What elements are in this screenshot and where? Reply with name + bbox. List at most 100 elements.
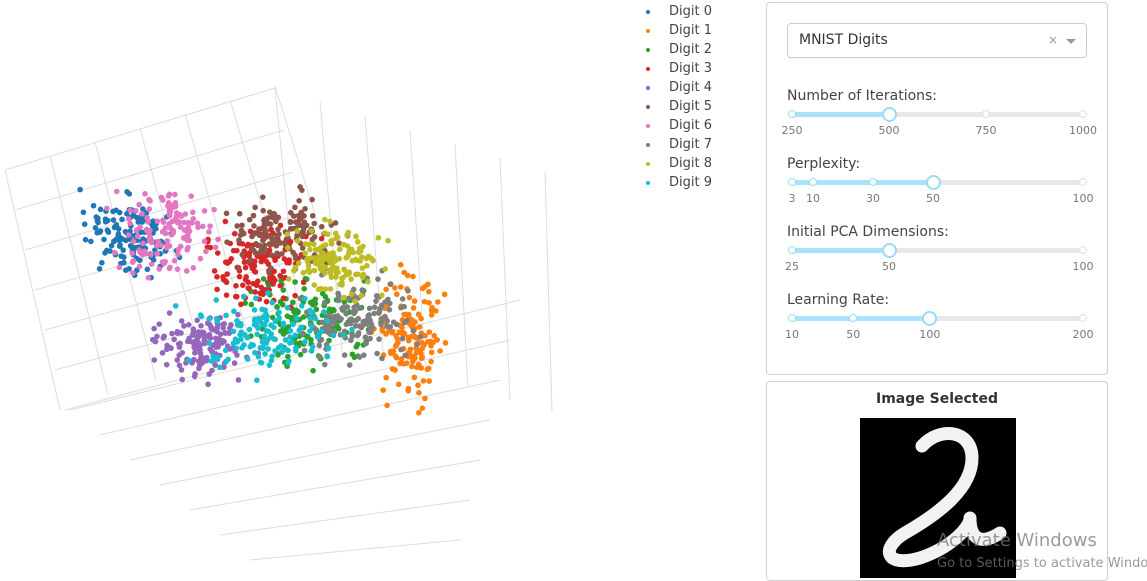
scatter-point bbox=[140, 206, 146, 212]
scatter-point bbox=[428, 358, 434, 365]
scatter-point bbox=[272, 336, 278, 343]
scatter-point bbox=[316, 253, 322, 260]
slider-track[interactable]: 3 10 30 50 100 bbox=[788, 174, 1094, 205]
scatter-point bbox=[137, 249, 144, 256]
clear-button[interactable]: × bbox=[1047, 33, 1058, 47]
scatter-point bbox=[233, 283, 239, 289]
scatter-point bbox=[353, 271, 359, 278]
scatter-point bbox=[253, 295, 259, 302]
legend-item[interactable]: Digit 8 bbox=[646, 154, 712, 173]
scatter-point bbox=[268, 233, 274, 240]
grid-line bbox=[14, 129, 285, 211]
scatter-point bbox=[120, 247, 126, 253]
scatter-point bbox=[148, 261, 155, 268]
scatter-point bbox=[414, 364, 420, 371]
scatter-point bbox=[292, 264, 299, 271]
legend-item[interactable]: Digit 4 bbox=[646, 78, 712, 97]
slider-mark-label: 100 bbox=[919, 328, 941, 341]
slider-mark-label: 50 bbox=[882, 260, 896, 273]
scatter-point bbox=[280, 287, 287, 293]
scatter-point bbox=[361, 352, 367, 358]
legend-item[interactable]: Digit 1 bbox=[646, 21, 712, 40]
grid-line bbox=[34, 213, 303, 291]
scatter-point bbox=[247, 343, 253, 350]
legend-swatch bbox=[646, 86, 650, 90]
scatter-point bbox=[277, 282, 284, 289]
scatter-point bbox=[177, 224, 184, 230]
scatter-point bbox=[280, 295, 287, 302]
scatter-point bbox=[311, 267, 318, 274]
scatter-point bbox=[405, 288, 411, 294]
legend-swatch bbox=[646, 181, 650, 185]
slider-track[interactable]: 10 50 100 200 bbox=[785, 310, 1094, 341]
grid-line bbox=[249, 539, 461, 561]
slider-mark bbox=[869, 177, 877, 186]
scatter-point bbox=[206, 371, 213, 377]
slider-mark-label: 100 bbox=[1072, 260, 1094, 273]
slider-handle[interactable] bbox=[922, 310, 938, 326]
scatter-point bbox=[411, 374, 418, 381]
legend-item[interactable]: Digit 7 bbox=[646, 135, 712, 154]
slider-handle[interactable] bbox=[881, 106, 897, 122]
scatter-point bbox=[128, 243, 135, 250]
scatter-point bbox=[422, 332, 429, 339]
scatter-point bbox=[319, 290, 326, 297]
scatter-point bbox=[310, 309, 316, 316]
legend-item[interactable]: Digit 0 bbox=[646, 2, 712, 21]
scatter-point bbox=[93, 214, 100, 220]
scatter-point bbox=[331, 266, 337, 272]
dropdown-arrow[interactable] bbox=[1066, 39, 1076, 44]
slider-handle[interactable] bbox=[925, 174, 941, 190]
scatter-point bbox=[217, 331, 224, 337]
scatter-point bbox=[349, 291, 355, 297]
scatter-point bbox=[394, 335, 400, 342]
scatter-point bbox=[154, 218, 161, 224]
scatter-point bbox=[264, 279, 271, 286]
scatter-point bbox=[328, 308, 334, 315]
scatter-3d[interactable] bbox=[0, 0, 640, 574]
scatter-point bbox=[201, 340, 208, 347]
scatter-point bbox=[224, 343, 231, 349]
dropdown-value: MNIST Digits bbox=[799, 32, 888, 48]
scatter-point bbox=[159, 350, 166, 356]
dataset-dropdown[interactable]: MNIST Digits × bbox=[787, 23, 1087, 58]
scatter-point bbox=[189, 332, 196, 338]
scatter-point bbox=[300, 330, 306, 337]
slider-mark-label: 50 bbox=[926, 192, 940, 205]
legend-item[interactable]: Digit 5 bbox=[646, 97, 712, 116]
scatter-point bbox=[162, 230, 169, 237]
scatter-point bbox=[355, 239, 361, 245]
scatter-point bbox=[307, 246, 313, 253]
scatter-point bbox=[210, 353, 216, 359]
scatter-point bbox=[189, 209, 196, 216]
legend-item[interactable]: Digit 9 bbox=[646, 173, 712, 192]
scatter-point bbox=[236, 237, 242, 243]
scatter-point bbox=[292, 204, 298, 211]
scatter-point bbox=[88, 238, 94, 245]
scatter-point bbox=[134, 233, 141, 240]
slider-mark bbox=[809, 177, 817, 186]
scatter-point bbox=[151, 325, 157, 332]
scatter-point bbox=[287, 334, 293, 340]
legend-item[interactable]: Digit 3 bbox=[646, 59, 712, 78]
slider-track[interactable]: 250 500 750 1000 bbox=[782, 106, 1097, 137]
scatter-point bbox=[330, 332, 337, 339]
slider-mark-label: 750 bbox=[975, 124, 997, 137]
scatter-point bbox=[434, 337, 440, 343]
scatter-point bbox=[94, 229, 101, 236]
slider-track[interactable]: 25 50 100 bbox=[785, 242, 1094, 273]
scatter-point bbox=[127, 207, 133, 214]
scatter-point bbox=[284, 313, 291, 319]
slider-handle[interactable] bbox=[881, 242, 897, 258]
scatter-point bbox=[341, 352, 348, 358]
scatter-point bbox=[285, 276, 292, 282]
legend-item[interactable]: Digit 2 bbox=[646, 40, 712, 59]
slider-mark-label: 50 bbox=[846, 328, 861, 341]
scatter-point bbox=[418, 315, 424, 322]
scatter-point bbox=[130, 257, 137, 264]
scatter-point bbox=[178, 318, 185, 324]
legend-item[interactable]: Digit 6 bbox=[646, 116, 712, 135]
scatter-point bbox=[194, 317, 200, 324]
scatter-point bbox=[160, 335, 167, 341]
scatter-point bbox=[348, 337, 354, 344]
